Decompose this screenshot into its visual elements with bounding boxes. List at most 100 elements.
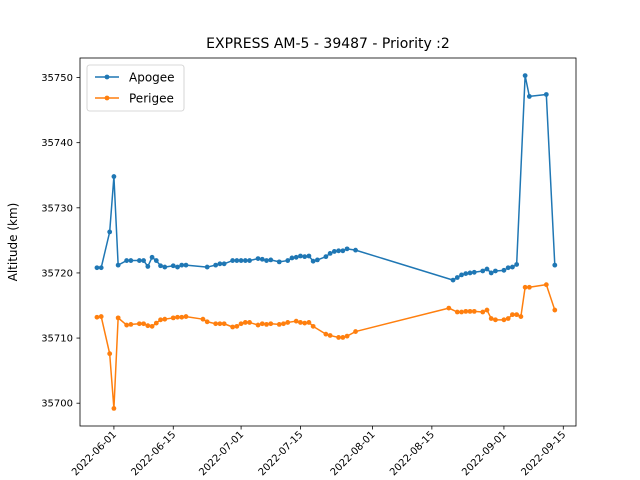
apogee-data-point [238, 258, 244, 263]
apogee-data-point [234, 258, 240, 263]
apogee-data-point [471, 269, 477, 275]
perigee-data-point [200, 316, 206, 322]
apogee-data-point [247, 258, 252, 263]
y-tick-label: 35710 [41, 334, 73, 345]
perigee-data-point [471, 308, 477, 314]
perigee-series-line [96, 283, 556, 410]
perigee-data-point [306, 320, 312, 325]
perigee-data-point [255, 322, 261, 328]
apogee-data-point [493, 268, 498, 274]
perigee-data-point [463, 308, 469, 314]
apogee-data-point [94, 265, 100, 271]
x-tick-label: 2022-06-01 [70, 429, 119, 478]
apogee-data-point [276, 259, 282, 265]
apogee-data-point [179, 262, 185, 268]
perigee-data-point [115, 315, 121, 321]
perigee-data-point [285, 320, 291, 325]
x-tick-label: 2022-08-15 [388, 429, 437, 478]
perigee-data-point [98, 314, 104, 319]
apogee-data-point [331, 249, 337, 254]
y-tick-label: 35700 [41, 399, 73, 410]
apogee-data-point [484, 266, 490, 272]
apogee-data-point [289, 255, 295, 261]
apogee-data-point [353, 247, 358, 253]
apogee-data-point [158, 263, 163, 269]
apogee-data-point [526, 94, 532, 99]
perigee-data-point [238, 321, 244, 327]
perigee-data-point [242, 320, 248, 325]
apogee-data-point [170, 263, 176, 269]
apogee-data-point [463, 271, 469, 276]
y-tick-label: 35750 [41, 73, 73, 84]
perigee-data-point [153, 320, 159, 326]
perigee-data-point [217, 321, 223, 327]
apogee-data-point [153, 258, 159, 263]
x-tick-label: 2022-08-01 [329, 429, 378, 478]
perigee-data-point [484, 307, 490, 313]
perigee-data-point [323, 331, 329, 337]
apogee-data-point [327, 251, 333, 256]
apogee-data-point [175, 264, 180, 270]
perigee-data-point [234, 323, 240, 329]
perigee-data-point [514, 312, 520, 318]
perigee-data-point [276, 321, 282, 327]
apogee-data-point [115, 262, 121, 268]
perigee-data-point [221, 321, 227, 327]
perigee-data-point [145, 323, 151, 329]
perigee-data-point [128, 321, 134, 327]
perigee-data-point [107, 351, 113, 357]
apogee-data-point [259, 256, 265, 262]
apogee-data-point [136, 258, 142, 263]
perigee-data-point [340, 335, 346, 340]
perigee-data-point [264, 321, 269, 327]
y-tick-label: 35720 [41, 268, 73, 279]
plot-frame [79, 57, 577, 427]
perigee-data-point [518, 314, 524, 319]
apogee-data-point [315, 257, 320, 263]
apogee-data-point [183, 262, 189, 268]
plot-area: 35700 35710 35720 35730 35740 35750 2022-06-01… [41, 57, 577, 478]
apogee-data-point [514, 262, 520, 267]
apogee-data-point [543, 92, 549, 97]
perigee-data-point [179, 314, 185, 320]
perigee-data-point [175, 314, 180, 320]
apogee-data-point [450, 277, 456, 283]
apogee-data-point [98, 265, 104, 271]
perigee-data-point [501, 317, 507, 323]
perigee-data-point [149, 323, 155, 329]
x-tick-label: 2022-07-15 [257, 429, 306, 478]
apogee-data-point [204, 264, 210, 270]
perigee-data-point [158, 317, 163, 323]
perigee-data-point [230, 324, 236, 330]
perigee-data-point [552, 307, 558, 313]
apogee-data-point [242, 258, 248, 263]
perigee-data-point [336, 335, 341, 340]
apogee-data-point [255, 256, 261, 262]
apogee-legend-marker [104, 74, 110, 80]
perigee-data-point [213, 321, 219, 327]
perigee-data-point [141, 321, 146, 327]
apogee-data-point [454, 275, 460, 280]
apogee-data-point [306, 253, 312, 259]
apogee-data-point [522, 73, 528, 78]
perigee-data-point [526, 284, 532, 290]
apogee-data-point [107, 229, 113, 235]
perigee-data-point [480, 309, 486, 315]
apogee-data-point [501, 267, 507, 273]
apogee-data-point [217, 261, 223, 267]
perigee-data-point [268, 321, 274, 327]
x-tick-label: 2022-06-15 [130, 429, 179, 478]
apogee-data-point [310, 258, 316, 264]
perigee-data-point [124, 322, 130, 328]
apogee-data-point [340, 248, 346, 254]
perigee-data-point [259, 321, 265, 327]
perigee-data-point [247, 320, 252, 325]
y-axis-label: Altitude (km) [6, 203, 20, 282]
apogee-data-point [111, 174, 117, 179]
apogee-data-point [552, 262, 558, 268]
apogee-data-point [145, 264, 151, 269]
y-tick-label: 35730 [41, 203, 73, 214]
apogee-data-point [488, 270, 494, 276]
apogee-data-point [124, 258, 130, 263]
